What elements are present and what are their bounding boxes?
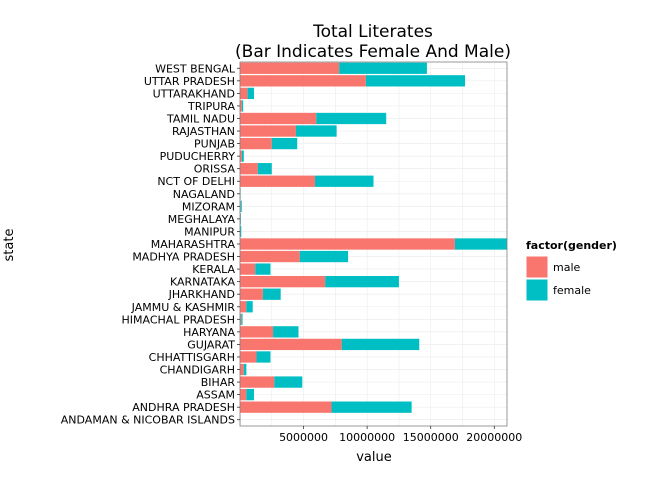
legend: factor(gender) male female — [526, 239, 617, 301]
bar-male-haryana — [240, 326, 273, 337]
bar-female-maharashtra — [455, 238, 507, 249]
bar-female-uttar-pradesh — [366, 75, 465, 86]
bar-female-rajasthan — [296, 125, 337, 136]
bar-female-uttarakhand — [248, 88, 254, 99]
y-tick-label-rajasthan: RAJASTHAN — [172, 125, 235, 138]
bar-female-mizoram — [241, 201, 242, 212]
bar-male-rajasthan — [240, 125, 296, 136]
bar-male-tamil-nadu — [240, 113, 316, 124]
bar-female-chandigarh — [244, 364, 247, 375]
bar-male-orissa — [240, 163, 258, 174]
y-tick-label-chandigarh: CHANDIGARH — [160, 364, 235, 377]
y-tick-label-mizoram: MIZORAM — [182, 200, 235, 213]
y-tick-label-meghalaya: MEGHALAYA — [168, 213, 236, 226]
y-tick-label-nagaland: NAGALAND — [173, 188, 235, 201]
bar-female-karnataka — [325, 276, 399, 287]
bar-female-bihar — [274, 376, 302, 387]
x-tick-label: 10000000 — [339, 431, 395, 444]
y-tick-label-manipur: MANIPUR — [184, 225, 235, 238]
legend-title: factor(gender) — [526, 239, 617, 252]
bar-male-bihar — [240, 376, 274, 387]
plot-panel — [240, 62, 507, 426]
y-tick-label-haryana: HARYANA — [183, 326, 235, 339]
bar-male-chhattisgarh — [240, 351, 257, 362]
y-tick-label-assam: ASSAM — [196, 389, 235, 402]
bar-female-jharkhand — [263, 289, 281, 300]
bar-male-kerala — [240, 263, 255, 274]
legend-key-female — [526, 279, 548, 301]
bar-female-tripura — [242, 100, 243, 111]
y-tick-label-nct-of-delhi: NCT OF DELHI — [157, 175, 235, 188]
bar-female-gujarat — [342, 339, 420, 350]
y-tick-label-himachal-pradesh: HIMACHAL PRADESH — [122, 313, 235, 326]
y-tick-label-west-bengal: WEST BENGAL — [155, 62, 236, 75]
y-tick-label-puducherry: PUDUCHERRY — [160, 150, 236, 163]
bar-male-karnataka — [240, 276, 325, 287]
bar-male-west-bengal — [240, 63, 339, 74]
bar-female-haryana — [273, 326, 298, 337]
bar-male-andhra-pradesh — [240, 402, 332, 413]
chart-title: Total Literates — [312, 22, 433, 42]
bar-female-chhattisgarh — [257, 351, 271, 362]
bar-male-maharashtra — [240, 238, 455, 249]
y-tick-label-madhya-pradesh: MADHYA PRADESH — [132, 251, 235, 264]
bar-male-nct-of-delhi — [240, 176, 315, 187]
y-tick-label-jharkhand: JHARKHAND — [168, 288, 235, 301]
y-tick-label-uttar-pradesh: UTTAR PRADESH — [144, 75, 235, 88]
y-tick-label-gujarat: GUJARAT — [187, 338, 235, 351]
bar-male-chandigarh — [240, 364, 244, 375]
y-tick-label-karnataka: KARNATAKA — [170, 276, 235, 289]
y-tick-label-punjab: PUNJAB — [194, 138, 235, 151]
y-tick-label-tripura: TRIPURA — [187, 100, 235, 113]
x-tick-label: 15000000 — [403, 431, 459, 444]
x-axis-title: value — [356, 450, 392, 465]
bar-male-uttarakhand — [240, 88, 248, 99]
y-tick-label-chhattisgarh: CHHATTISGARH — [149, 351, 235, 364]
bar-male-uttar-pradesh — [240, 75, 366, 86]
y-tick-label-andaman-nicobar-islands: ANDAMAN & NICOBAR ISLANDS — [61, 414, 235, 427]
y-tick-label-maharashtra: MAHARASHTRA — [151, 238, 236, 251]
bar-female-nct-of-delhi — [315, 176, 373, 187]
bar-male-punjab — [240, 138, 272, 149]
y-axis-title: state — [2, 229, 17, 262]
bar-male-madhya-pradesh — [240, 251, 300, 262]
bar-male-gujarat — [240, 339, 342, 350]
x-axis: 5000000 10000000 15000000 20000000 — [279, 426, 522, 444]
bar-female-tamil-nadu — [316, 113, 386, 124]
bar-female-himachal-pradesh — [241, 314, 242, 325]
x-tick-label: 5000000 — [279, 431, 328, 444]
bar-male-jammu-kashmir — [240, 301, 246, 312]
y-tick-label-orissa: ORISSA — [194, 163, 236, 176]
legend-key-male — [526, 256, 548, 278]
y-tick-label-kerala: KERALA — [192, 263, 235, 276]
bar-female-kerala — [255, 263, 270, 274]
bar-female-madhya-pradesh — [300, 251, 348, 262]
legend-label-female: female — [553, 284, 591, 297]
y-tick-label-bihar: BIHAR — [201, 376, 236, 389]
bar-female-west-bengal — [339, 63, 427, 74]
bar-female-manipur — [241, 226, 242, 237]
bar-male-jharkhand — [240, 289, 263, 300]
bar-female-jammu-kashmir — [246, 301, 252, 312]
legend-label-male: male — [553, 261, 581, 274]
y-tick-label-uttarakhand: UTTARAKHAND — [153, 87, 235, 100]
bar-female-puducherry — [242, 150, 244, 161]
y-tick-label-jammu-kashmir: JAMMU & KASHMIR — [131, 301, 236, 314]
bar-female-orissa — [258, 163, 272, 174]
bar-male-assam — [240, 389, 246, 400]
y-tick-label-tamil-nadu: TAMIL NADU — [166, 112, 235, 125]
bar-female-andhra-pradesh — [332, 402, 412, 413]
y-tick-label-andhra-pradesh: ANDHRA PRADESH — [132, 401, 235, 414]
x-tick-label: 20000000 — [466, 431, 522, 444]
bar-female-punjab — [272, 138, 297, 149]
chart-subtitle: (Bar Indicates Female And Male) — [235, 42, 511, 62]
bar-female-assam — [246, 389, 254, 400]
